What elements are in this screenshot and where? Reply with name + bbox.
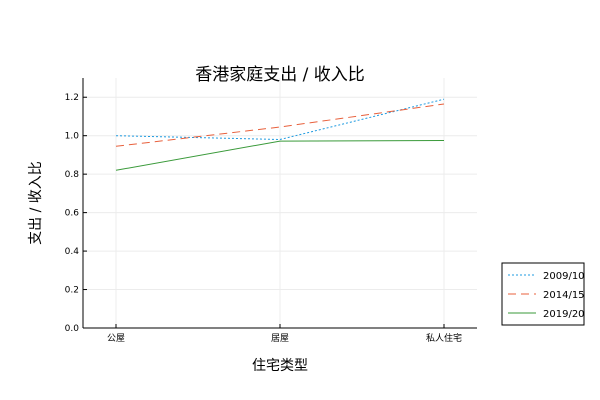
y-tick-label: 0.0 [65,324,80,334]
series-lines [115,98,445,171]
chart-title: 香港家庭支出 / 收入比 [195,65,365,85]
axes [82,78,477,329]
series-line-2019-20 [115,140,445,171]
legend-label: 2014/15 [543,290,585,301]
series-line-2009-10 [115,98,445,141]
x-tick-label: 私人住宅 [426,332,462,344]
legend: 2009/10 2014/15 2019/20 [501,262,585,326]
y-tick-label: 0.2 [65,286,79,296]
y-tick-label: 0.6 [65,209,80,219]
grid-lines [83,78,477,329]
legend-label: 2019/20 [543,309,585,320]
series-line-2014-15 [115,103,445,147]
x-tick-label: 公屋 [107,333,125,344]
tick-labels: 0.0 0.2 0.4 0.6 0.8 1.0 1.2 公屋 居屋 私人住宅 [65,93,462,344]
y-tick-label: 1.0 [65,132,80,142]
x-axis-title: 住宅类型 [252,358,308,374]
y-tick-label: 0.4 [65,247,80,257]
y-tick-label: 0.8 [65,170,80,180]
y-tick-label: 1.2 [65,93,79,103]
legend-label: 2009/10 [543,271,585,282]
x-tick-label: 居屋 [271,333,289,344]
y-axis-title: 支出 / 收入比 [28,161,44,245]
